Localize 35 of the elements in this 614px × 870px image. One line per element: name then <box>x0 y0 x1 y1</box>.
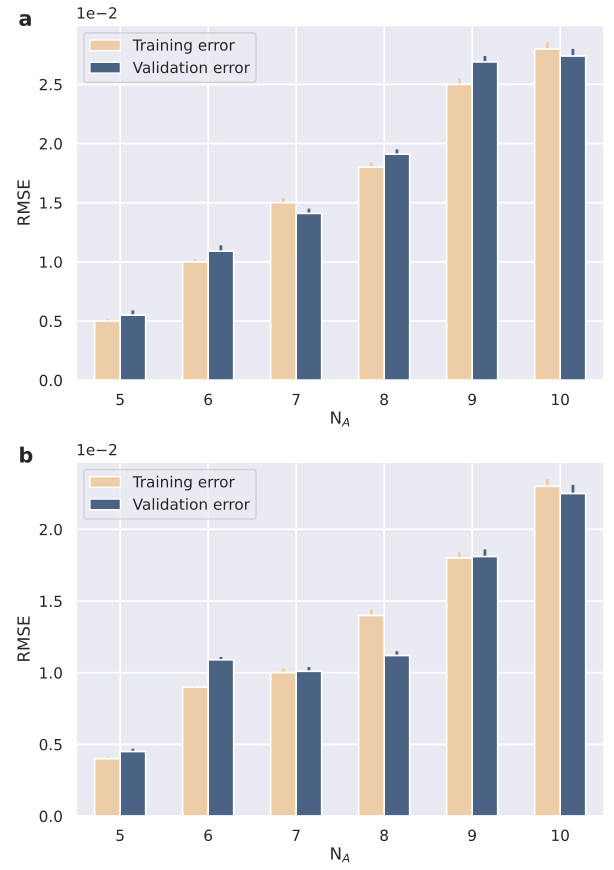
x-tick-label: 6 <box>204 830 212 842</box>
x-tick-label: 9 <box>468 394 476 406</box>
y-tick-label: 1.0 <box>40 256 62 268</box>
legend-label: Validation error <box>132 61 250 74</box>
legend-label: Training error <box>132 476 235 491</box>
y-tick-label: 2.0 <box>40 524 62 536</box>
chart-title: b <box>20 446 32 463</box>
text: 1e−2 <box>78 444 116 456</box>
y-axis-title: RMSE <box>17 616 30 661</box>
x-tick-label: 5 <box>116 830 124 842</box>
legend-label: Validation error <box>132 498 250 510</box>
text: 1e−2 <box>78 7 116 19</box>
x-tick-label: 9 <box>468 830 476 842</box>
x-tick-label: 8 <box>380 830 388 842</box>
y-tick-label: 1.5 <box>40 197 62 209</box>
x-tick-label: 10 <box>552 394 569 406</box>
y-tick-label: 0.5 <box>40 315 62 328</box>
y-tick-label: 1.0 <box>40 667 62 679</box>
y-axis-title: RMSE <box>17 180 30 225</box>
x-tick-label: 10 <box>552 830 569 842</box>
y-tick-label: 2.5 <box>40 78 62 90</box>
x-tick-label: 8 <box>380 394 388 406</box>
x-tick-label: 7 <box>292 830 300 841</box>
x-axis-title: N$_{A}$ <box>331 847 350 862</box>
y-tick-label: 2.0 <box>40 138 62 150</box>
x-tick-label: 7 <box>292 394 300 405</box>
y-tick-label: 0.0 <box>40 810 62 822</box>
x-axis-title: N$_{A}$ <box>331 411 350 426</box>
y-tick-label: 0.5 <box>40 738 62 750</box>
x-tick-label: 5 <box>116 394 124 406</box>
y-tick-label: 0.0 <box>40 374 62 386</box>
chart-title: a <box>19 14 31 26</box>
legend-label: Training error <box>132 38 235 54</box>
x-tick-label: 6 <box>204 394 212 406</box>
y-tick-label: 1.5 <box>40 596 62 608</box>
